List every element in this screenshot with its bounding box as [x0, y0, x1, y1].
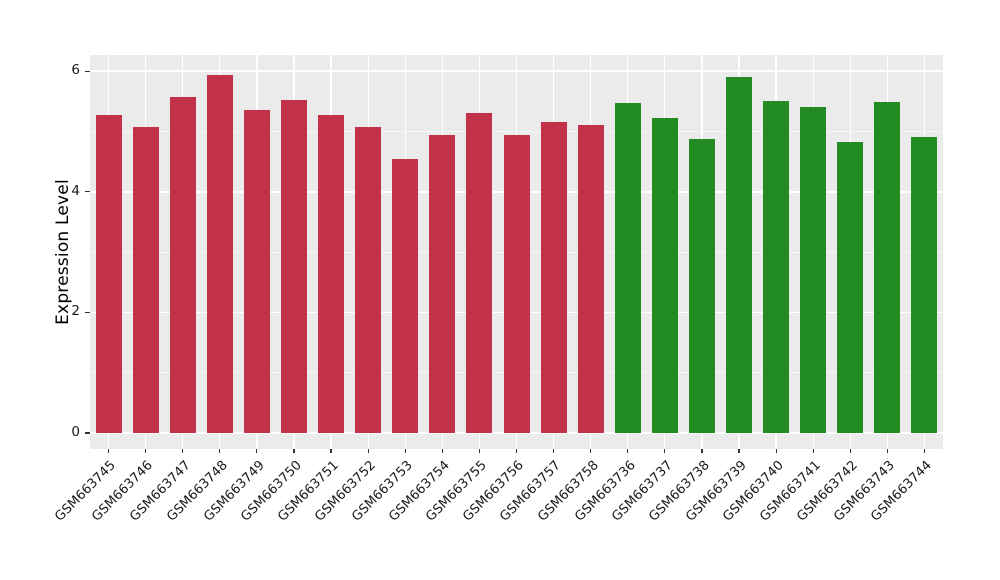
x-tick-mark	[923, 449, 926, 453]
x-tick-mark	[478, 449, 480, 453]
x-tick-mark	[367, 449, 369, 453]
x-tick-mark	[552, 449, 555, 453]
x-tick-mark	[330, 449, 332, 453]
y-tick-mark	[85, 311, 90, 313]
x-tick-mark	[627, 449, 629, 453]
bar-GSM663745	[95, 115, 122, 433]
x-tick-mark	[182, 449, 184, 453]
x-tick-mark	[107, 449, 110, 453]
bar-GSM663740	[763, 101, 790, 433]
x-tick-mark	[849, 449, 851, 453]
bar-GSM663749	[243, 110, 270, 433]
x-tick-mark	[404, 449, 406, 453]
bar-GSM663754	[429, 134, 456, 433]
bar-GSM663752	[355, 127, 382, 433]
x-tick-mark	[738, 449, 740, 453]
x-tick-mark	[293, 449, 295, 453]
bar-GSM663751	[318, 115, 345, 433]
bar-GSM663736	[614, 103, 641, 433]
x-tick-mark	[664, 449, 666, 453]
bar-GSM663750	[280, 100, 307, 433]
y-tick-label-0: 0	[71, 424, 80, 440]
x-tick-mark	[775, 449, 777, 453]
bar-GSM663755	[466, 112, 493, 433]
plot-panel	[90, 55, 943, 449]
bar-GSM663746	[132, 127, 159, 433]
bar-GSM663748	[206, 75, 233, 433]
y-tick-label-4: 4	[71, 182, 80, 199]
x-tick-mark	[515, 449, 518, 453]
x-tick-mark	[812, 449, 814, 453]
bar-GSM663737	[651, 118, 678, 433]
y-tick-mark	[85, 191, 90, 193]
bar-GSM663741	[800, 106, 827, 433]
y-tick-mark	[85, 432, 90, 434]
bar-GSM663753	[392, 158, 419, 433]
x-tick-mark	[145, 449, 147, 453]
bar-GSM663739	[726, 77, 753, 433]
x-tick-mark	[590, 449, 592, 453]
bar-GSM663743	[874, 101, 901, 433]
bar-GSM663747	[169, 96, 196, 433]
bar-GSM663738	[688, 138, 715, 433]
x-axis: GSM663745 GSM663746 GSM663747 GSM663748 GSM6…	[53, 449, 943, 580]
x-tick-mark	[219, 449, 221, 453]
bar-GSM663758	[577, 124, 604, 433]
bar-GSM663744	[911, 136, 938, 433]
bar-GSM663757	[540, 121, 567, 433]
x-tick-mark	[256, 449, 258, 453]
y-tick-mark	[85, 70, 90, 72]
bar-GSM663742	[837, 142, 864, 433]
x-tick-mark	[441, 449, 443, 453]
x-tick-mark	[701, 449, 703, 453]
y-tick-label-6: 6	[71, 62, 80, 79]
y-tick-label-2: 2	[71, 303, 80, 320]
bar-GSM663756	[503, 134, 530, 433]
x-tick-mark	[886, 449, 888, 453]
